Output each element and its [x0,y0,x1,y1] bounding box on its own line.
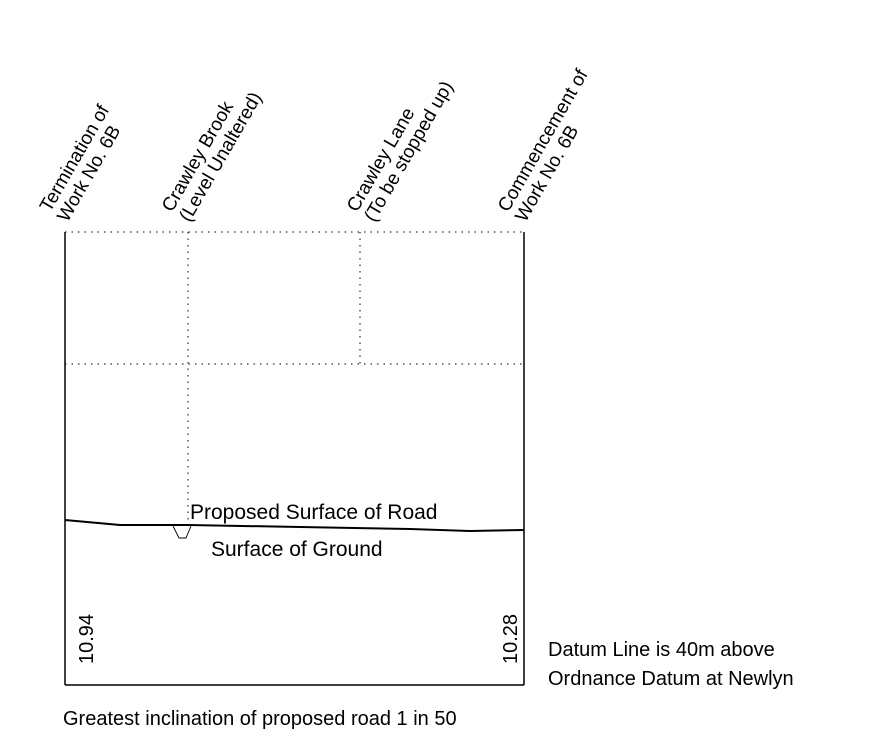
datum-note: Datum Line is 40m above Ordnance Datum a… [548,639,794,690]
inclination-note: Greatest inclination of proposed road 1 … [63,708,457,730]
road-surface-label: Proposed Surface of Road [190,501,438,524]
left-level-value: 10.94 [76,614,98,664]
brook-label: Crawley Brook (Level Unaltered) [158,79,266,226]
right-level-value: 10.28 [500,614,522,664]
brook-channel [172,525,192,539]
proposed-road-surface [64,519,525,533]
termination-label: Termination of Work No. 6B [36,97,134,225]
commencement-label: Commencement of Work No. 6B [494,61,612,225]
lane-label: Crawley Lane (To be stopped up) [343,68,458,226]
ground-surface-label: Surface of Ground [211,538,383,561]
